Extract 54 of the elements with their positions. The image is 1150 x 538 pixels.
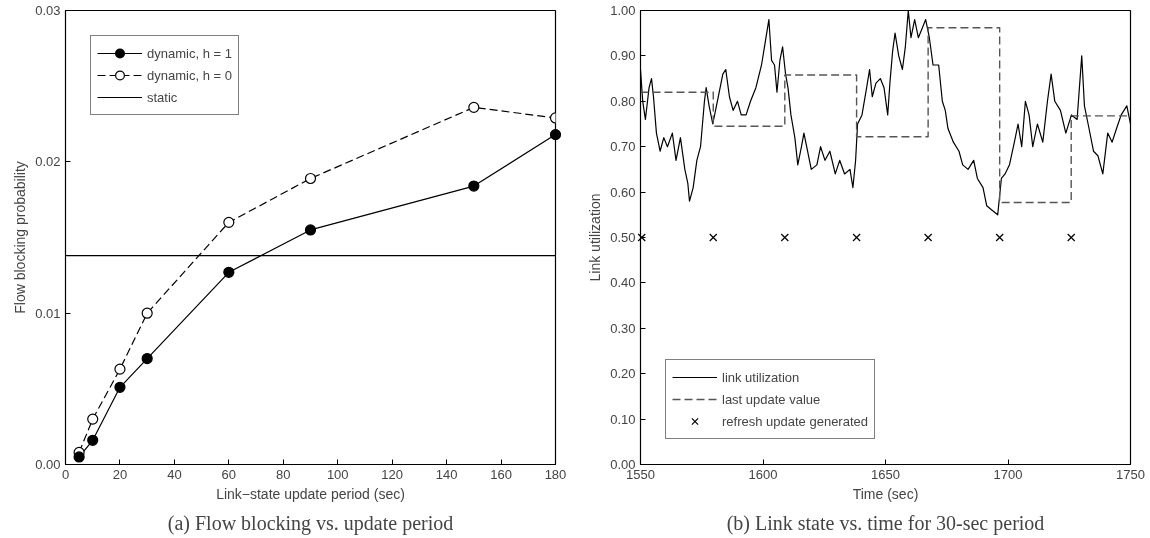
point: [549, 129, 562, 141]
point: [223, 266, 235, 278]
text: (a) Flow blocking vs. update period: [167, 511, 454, 535]
legend-label: last update value: [722, 390, 821, 409]
point: [87, 413, 99, 425]
x-tick-label: 40: [167, 466, 182, 482]
point: [468, 180, 480, 192]
text: (b) Link state vs. time for 30-sec period: [726, 511, 1045, 535]
point: [73, 451, 85, 463]
legend-label: dynamic, h = 0: [147, 66, 232, 85]
y-tick-label: 0.90: [610, 48, 636, 64]
x-tick-label: 80: [276, 466, 291, 482]
x-tick-label: 20: [112, 466, 128, 482]
x-tick-label: 1700: [993, 466, 1023, 482]
point: [468, 101, 480, 113]
y-tick-label: 0.50: [610, 230, 636, 245]
x-tick-label: 1600: [748, 466, 778, 482]
point: [141, 307, 153, 319]
legend-label: static: [147, 88, 178, 107]
x-tick-label: 60: [221, 466, 237, 482]
point: [223, 216, 235, 228]
y-tick-label: 0.00: [35, 457, 61, 472]
x-tick-label: 140: [435, 466, 458, 482]
y-tick-label: 0.03: [35, 3, 61, 18]
x-tick-label: 1750: [1116, 466, 1145, 482]
x-tick-label: 100: [326, 466, 349, 482]
y-tick-label: 0.10: [610, 411, 636, 427]
point: [304, 172, 317, 185]
y-tick-label: 0.80: [610, 93, 636, 109]
y-tick-label: 0.01: [35, 305, 61, 321]
legend-label: refresh update generated: [722, 412, 868, 431]
legend-label: link utilization: [722, 368, 800, 387]
legend-label: dynamic, h = 1: [147, 44, 232, 63]
x-axis-title: Time (sec): [852, 485, 919, 502]
point: [114, 363, 126, 375]
x-tick-label: 120: [381, 466, 404, 482]
point: [87, 434, 99, 446]
x-tick-label: 0: [61, 466, 70, 482]
y-tick-label: 0.20: [610, 366, 636, 382]
y-axis-title: Link utilization: [587, 193, 604, 282]
y-tick-label: 0.70: [610, 139, 636, 155]
point: [141, 352, 153, 365]
point: [114, 381, 126, 393]
x-tick-label: 1650: [871, 466, 900, 482]
x-axis-title: Link−state update period (sec): [216, 485, 405, 502]
y-tick-label: 0.30: [610, 320, 636, 336]
y-axis-title: Flow blocking probability: [12, 161, 29, 314]
y-tick-label: 0.02: [35, 154, 61, 170]
y-tick-label: 0.40: [610, 275, 636, 291]
y-tick-label: 1.00: [610, 3, 636, 18]
x-tick-label: 180: [544, 466, 567, 482]
y-tick-label: 0.60: [610, 184, 636, 200]
point: [304, 224, 317, 236]
x-tick-label: 160: [490, 466, 512, 482]
